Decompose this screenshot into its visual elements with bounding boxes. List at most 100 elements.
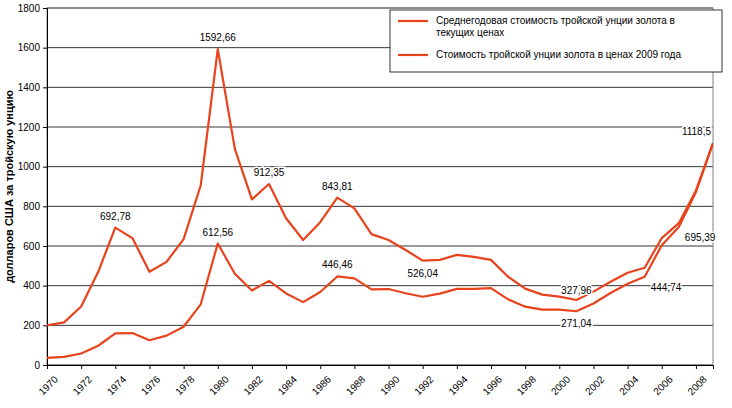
x-tick-label: 1986 (310, 373, 334, 397)
x-tick-mark (423, 365, 424, 369)
grid-line (47, 285, 713, 286)
grid-line (47, 87, 713, 88)
x-tick-label: 1978 (173, 373, 197, 397)
x-tick-mark (389, 365, 390, 369)
x-tick-label: 1990 (378, 373, 402, 397)
x-tick: 1976 (139, 365, 163, 397)
grid-line (47, 206, 713, 207)
x-tick: 2008 (685, 365, 709, 397)
x-tick-label: 2002 (583, 373, 607, 397)
x-tick-label: 1976 (139, 373, 163, 397)
x-tick: 1980 (207, 365, 231, 397)
x-tick: 1984 (276, 365, 300, 397)
x-tick-mark (457, 365, 458, 369)
x-tick: 1998 (515, 365, 539, 397)
y-tick: 1800 (18, 3, 47, 14)
x-tick-mark (559, 365, 560, 369)
x-tick-label: 2000 (549, 373, 573, 397)
y-tick: 1200 (18, 122, 47, 133)
x-tick-mark (81, 365, 82, 369)
x-tick-label: 1988 (344, 373, 368, 397)
x-tick-label: 2006 (651, 373, 675, 397)
x-tick-label: 1998 (515, 373, 539, 397)
y-axis-title: долларов США за тройскую унцию (3, 90, 15, 283)
x-tick: 1986 (310, 365, 334, 397)
x-tick: 2006 (651, 365, 675, 397)
legend-swatch (398, 54, 428, 56)
legend-swatch (398, 20, 428, 22)
y-tick-label: 1200 (18, 122, 41, 133)
y-tick-mark (43, 206, 47, 207)
data-label: 692,78 (100, 211, 131, 222)
x-tick-mark (320, 365, 321, 369)
data-labels: 612,56446,46271,04444,74695,39692,781592… (100, 32, 716, 329)
x-tick: 2004 (617, 365, 641, 397)
x-axis-line (48, 366, 714, 370)
x-tick-mark (696, 365, 697, 369)
y-tick: 0 (34, 360, 47, 371)
x-tick-label: 1994 (446, 373, 470, 397)
x-tick-mark (286, 365, 287, 369)
y-tick: 1400 (18, 82, 47, 93)
y-tick-label: 400 (23, 280, 40, 291)
x-tick: 1992 (412, 365, 436, 397)
y-tick-label: 1600 (18, 42, 41, 53)
data-label: 446,46 (322, 259, 353, 270)
x-tick: 1978 (173, 365, 197, 397)
y-tick-mark (43, 325, 47, 326)
x-tick: 2000 (549, 365, 573, 397)
grid-line (47, 166, 713, 167)
x-tick-label: 1992 (412, 373, 436, 397)
legend-label: Среднегодовая стоимость тройской унции з… (436, 15, 675, 38)
x-tick-mark (662, 365, 663, 369)
chart: 0 200 400 600 800 1000 1200 1400 1600 1800 1970 197… (0, 0, 732, 408)
x-tick-mark (593, 365, 594, 369)
x-tick-mark (354, 365, 355, 369)
x-tick-label: 1984 (276, 373, 300, 397)
x-tick: 1994 (446, 365, 470, 397)
y-tick: 1600 (18, 42, 47, 53)
y-tick-mark (43, 8, 47, 9)
data-label: 612,56 (202, 227, 233, 238)
data-label: 526,04 (407, 268, 438, 279)
x-tick-label: 1980 (207, 373, 231, 397)
x-tick-label: 1974 (105, 373, 129, 397)
x-tick: 1970 (36, 365, 60, 397)
y-tick-mark (43, 127, 47, 128)
x-tick-mark (218, 365, 219, 369)
x-tick-mark (115, 365, 116, 369)
y-tick: 200 (23, 320, 47, 331)
x-axis: 1970197219741976197819801982198419861988… (36, 365, 713, 397)
x-tick-mark (491, 365, 492, 369)
data-label: 912,35 (254, 167, 285, 178)
y-axis-line (43, 9, 48, 366)
x-tick-label: 1970 (36, 373, 60, 397)
y-tick-label: 600 (23, 241, 40, 252)
x-tick-label: 2008 (685, 373, 709, 397)
data-label: 271,04 (561, 318, 592, 329)
y-tick: 1000 (18, 161, 47, 172)
x-tick: 1982 (241, 365, 265, 397)
data-label: 1118,5 (682, 126, 712, 137)
y-tick-mark (43, 167, 47, 168)
legend: Среднегодовая стоимость тройской унции з… (390, 10, 722, 72)
grid-line (47, 246, 713, 247)
legend-box (390, 10, 722, 72)
y-tick-mark (43, 48, 47, 49)
y-tick: 600 (23, 241, 47, 252)
grid-line (47, 325, 713, 326)
x-tick-label: 1996 (480, 373, 504, 397)
series-line (47, 143, 713, 358)
data-label: 444,74 (651, 282, 682, 293)
x-tick: 2002 (583, 365, 607, 397)
x-tick: 1990 (378, 365, 402, 397)
series-line (47, 49, 713, 325)
y-tick: 400 (23, 280, 47, 291)
x-tick-mark (252, 365, 253, 369)
x-tick-mark (149, 365, 150, 369)
y-tick-mark (43, 87, 47, 88)
x-tick: 1996 (480, 365, 504, 397)
y-tick-mark (43, 286, 47, 287)
y-tick-label: 800 (23, 201, 40, 212)
y-tick-label: 200 (23, 320, 40, 331)
